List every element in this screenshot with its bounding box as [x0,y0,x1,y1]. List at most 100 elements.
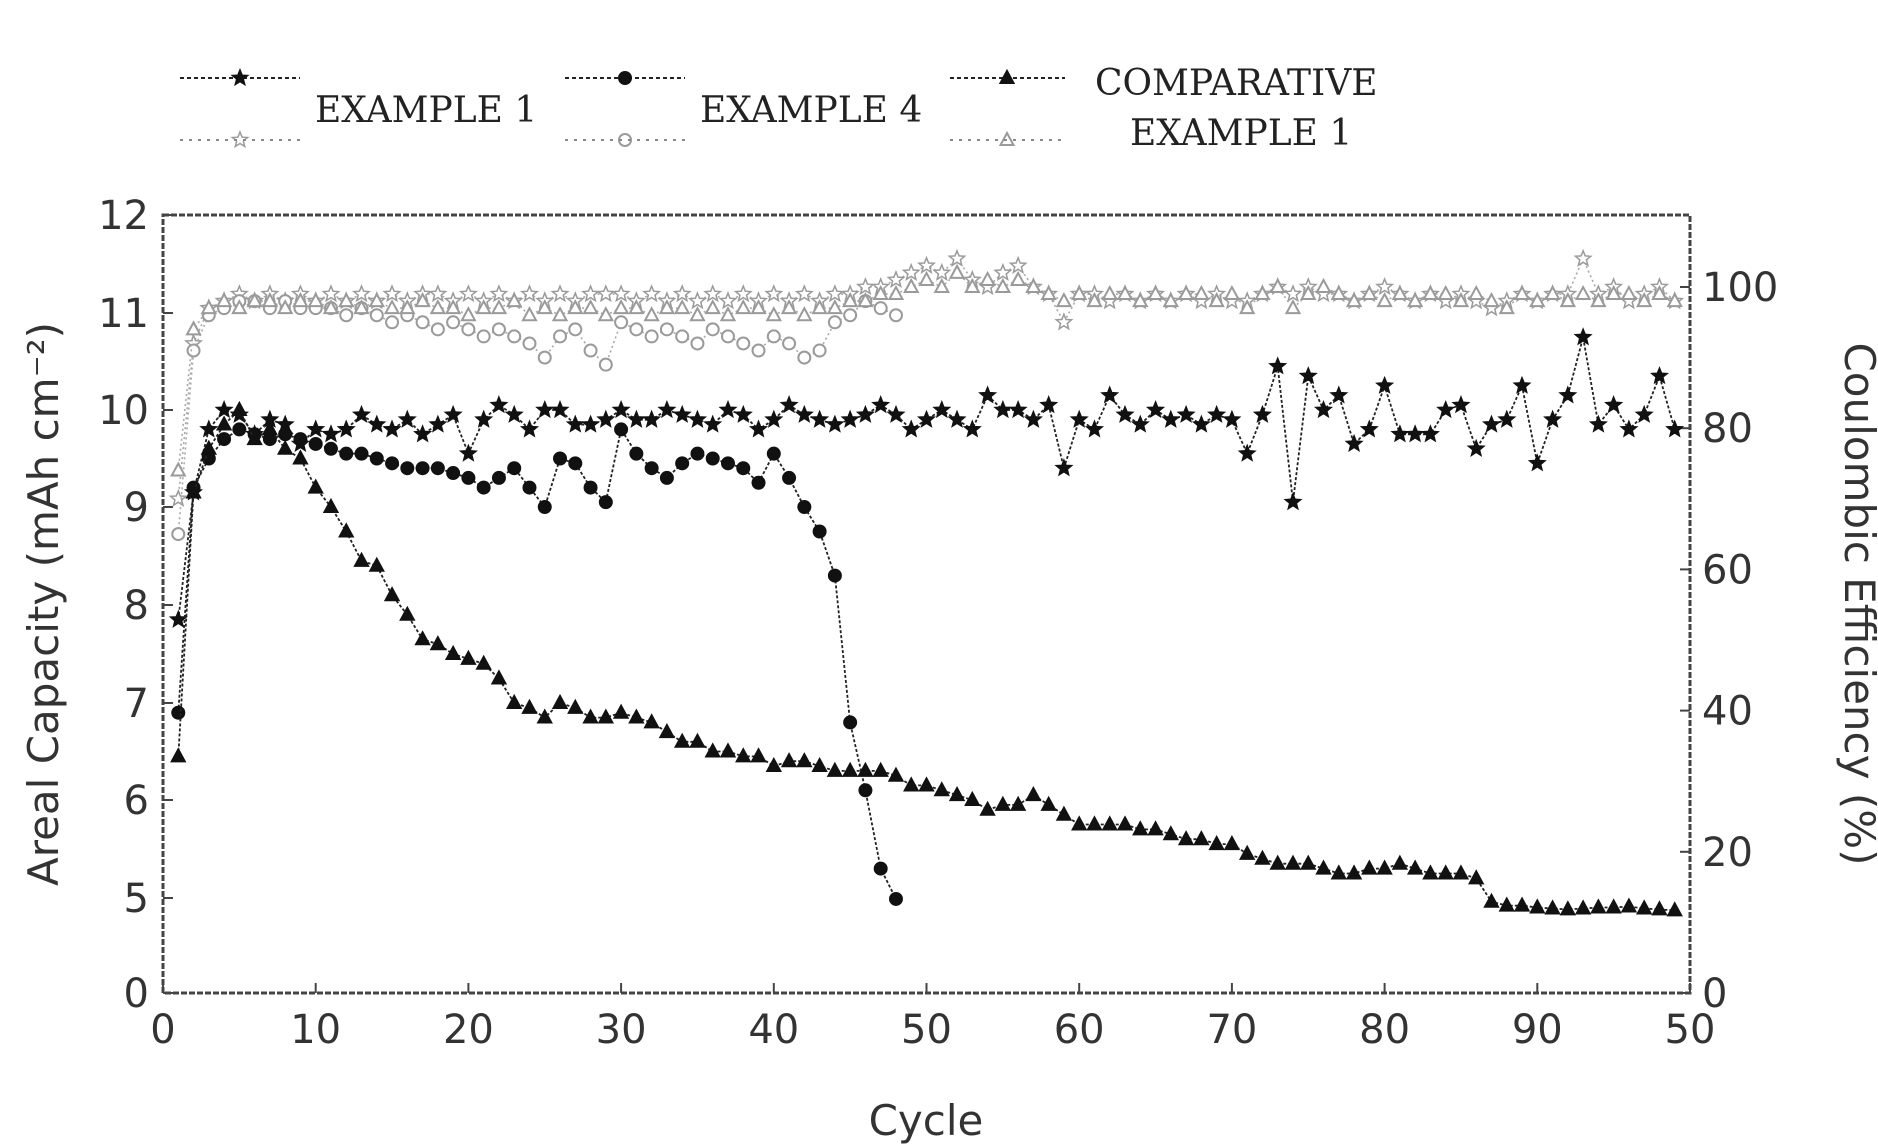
data-point [444,299,462,315]
data-point [1086,292,1103,308]
data-point [1498,299,1515,315]
data-point [840,409,860,428]
data-point [1512,375,1532,394]
data-point [491,322,506,337]
data-point [704,742,721,758]
data-point [1223,835,1241,851]
data-point [383,586,401,602]
data-point [200,439,217,455]
legend-marker-example-1-capacity [230,67,250,149]
data-point [1039,395,1059,414]
data-point [703,414,723,433]
data-point [1406,859,1424,875]
data-point [430,461,445,476]
data-point [1009,270,1027,286]
data-point [338,292,355,308]
data-point [504,404,524,423]
data-point [246,430,263,446]
data-point [1558,385,1578,404]
legend-label-example-1: EXAMPLE 1 [315,90,537,131]
data-point [932,262,952,282]
data-point [719,306,737,322]
data-point [536,708,553,724]
data-point [794,404,814,423]
data-point [383,299,401,315]
data-point [748,419,769,438]
data-point [993,262,1013,282]
data-point [1269,277,1286,293]
data-point [1636,292,1653,308]
data-point [779,395,799,414]
data-point [1588,414,1608,433]
data-point [550,399,570,419]
data-point [751,475,766,490]
data-point [382,284,402,303]
data-point [1466,438,1486,457]
data-point [841,292,859,308]
data-point [475,654,492,670]
data-point [1481,414,1502,433]
data-point [215,292,233,308]
data-point [611,284,631,303]
data-point [507,329,522,344]
data-point [1100,385,1120,404]
data-point [428,284,448,303]
data-point [657,399,677,419]
data-point [1009,795,1027,811]
series-line [177,427,897,900]
data-point [1298,366,1318,385]
data-point [674,299,691,315]
data-point [1269,854,1286,870]
data-point [1649,366,1670,385]
legend-item-example-4: EXAMPLE 4 [565,71,922,147]
series-comparative-example-1-coulombic-efficiency [170,263,1683,477]
data-point [476,480,491,495]
data-point [415,315,430,330]
data-point [1055,805,1073,821]
data-point [887,766,905,782]
data-point [1483,892,1500,908]
y-left-tick-label: 9 [124,485,149,531]
data-point [826,299,844,315]
data-point [733,404,753,423]
data-point [596,284,616,303]
data-point [718,291,738,310]
data-point [687,409,708,428]
data-point [1283,284,1303,303]
x-tick-label: 30 [596,1007,647,1053]
data-point [1468,869,1485,885]
data-point [687,291,708,310]
data-point [1330,864,1347,880]
x-tick-label: 50 [901,1007,952,1053]
data-point [385,315,400,330]
data-point [168,488,188,507]
data-point [351,404,372,423]
data-point [321,424,341,443]
data-point [1573,248,1593,267]
data-point [1574,899,1592,915]
x-tick-label: 40 [748,1007,799,1053]
data-point [1254,284,1271,301]
data-point [611,399,631,419]
data-point [1452,864,1470,880]
data-point [1177,284,1195,301]
data-point [369,308,384,323]
data-point [812,524,827,539]
data-point [1619,419,1639,438]
data-point [596,409,616,428]
x-tick-label: 10 [290,1007,341,1053]
data-point [797,350,812,365]
data-point [812,343,827,358]
data-point [475,299,492,315]
data-point [1651,284,1668,301]
data-point [643,306,660,322]
x-axis: 0 10 20 30 40 50 60 70 80 90 50 [150,983,1715,1053]
data-point [1208,292,1225,308]
data-point [780,299,798,315]
data-point [339,446,354,461]
data-point [1054,312,1074,331]
data-point [476,329,491,344]
data-point [873,861,888,876]
data-point [460,306,477,322]
